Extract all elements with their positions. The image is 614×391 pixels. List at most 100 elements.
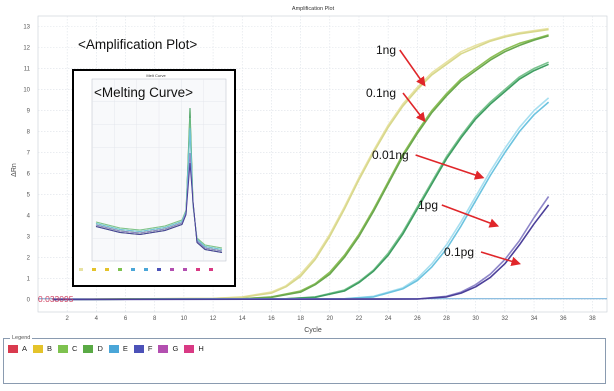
x-tick-label: 28	[443, 316, 450, 322]
annotation-arrow	[399, 49, 426, 87]
x-tick-label: 36	[560, 316, 567, 322]
legend-swatch	[133, 344, 144, 353]
concentration-annotations: 1ng 0.1ng 0.01ng 1pg 0.1pg	[366, 43, 521, 266]
legend-swatch	[8, 344, 18, 353]
inset-legend-swatch	[170, 268, 174, 271]
legend-swatch	[33, 344, 44, 353]
x-tick-label: 20	[326, 316, 333, 322]
annotation-label: 0.1ng	[366, 86, 396, 100]
legend-item-g[interactable]: G	[158, 344, 178, 353]
melt-curve-inset: Melt Curve <Melting Curve>	[72, 69, 236, 287]
legend-item-label: D	[97, 344, 103, 353]
melting-curve-annotation: <Melting Curve>	[94, 85, 193, 100]
legend-panel: Legend A B C D E F G H	[3, 334, 606, 384]
annotation-arrow	[441, 204, 500, 228]
series-lines	[52, 27, 550, 301]
x-tick-label: 8	[153, 316, 157, 322]
x-tick-label: 2	[66, 316, 70, 322]
annotation-arrow	[480, 251, 521, 266]
x-tick-label: 26	[414, 316, 421, 322]
x-tick-label: 30	[472, 316, 479, 322]
x-tick-label: 32	[502, 316, 509, 322]
y-tick-label: 13	[23, 24, 30, 30]
series-line-0[interactable]	[52, 27, 549, 301]
y-tick-label: 1	[27, 276, 31, 282]
inset-legend-swatch	[105, 268, 109, 271]
x-tick-label: 10	[181, 316, 188, 322]
y-tick-label: 6	[27, 171, 31, 177]
chart-title: Amplification Plot	[292, 6, 335, 12]
legend-item-f[interactable]: F	[133, 344, 152, 353]
inset-legend-swatch	[144, 268, 148, 271]
inset-melt-curves	[95, 107, 223, 253]
series-line-3[interactable]	[52, 35, 549, 301]
series-line-7[interactable]	[52, 101, 550, 301]
annotation-label: 0.01ng	[372, 148, 409, 162]
inset-legend-swatch	[118, 268, 122, 271]
annotation-arrow	[402, 92, 426, 123]
threshold-value: 0.033095	[38, 294, 74, 304]
x-tick-label: 12	[210, 316, 217, 322]
inset-legend-swatch	[92, 268, 96, 271]
x-tick-label: 4	[95, 316, 99, 322]
legend-swatch	[184, 344, 195, 353]
inset-legend-swatch	[157, 268, 161, 271]
inset-title: Melt Curve	[146, 73, 166, 78]
series-line-2[interactable]	[52, 34, 549, 301]
legend-item-label: H	[198, 344, 204, 353]
series-line-5[interactable]	[52, 63, 549, 301]
legend-swatch	[58, 344, 69, 353]
y-tick-label: 7	[27, 150, 31, 156]
x-tick-label: 24	[385, 316, 392, 322]
y-tick-label: 3	[27, 234, 31, 240]
x-tick-label: 14	[239, 316, 246, 322]
legend-item-label: C	[72, 344, 78, 353]
legend-item-e[interactable]: E	[108, 344, 128, 353]
legend-items: A B C D E F G H	[8, 344, 210, 353]
x-tick-labels: 2 4 6 8 10 12 14 16 18 20 22 24 26 28 30 32 34 36 38	[66, 316, 597, 322]
legend-item-h[interactable]: H	[184, 344, 204, 353]
annotation-label: 0.1pg	[444, 245, 474, 259]
y-tick-label: 10	[23, 87, 30, 93]
inset-grid	[92, 79, 226, 261]
y-tick-label: 9	[27, 108, 31, 114]
y-tick-label: 4	[27, 213, 31, 219]
legend-item-a[interactable]: A	[8, 344, 27, 353]
legend-swatch	[83, 344, 94, 353]
legend-label: Legend	[10, 334, 33, 342]
legend-item-label: A	[22, 344, 28, 353]
legend-item-d[interactable]: D	[83, 344, 103, 353]
x-tick-label: 6	[124, 316, 128, 322]
annotation-arrow	[415, 154, 485, 180]
x-tick-label: 38	[589, 316, 596, 322]
series-line-1[interactable]	[52, 28, 549, 301]
y-tick-label: 12	[23, 45, 30, 51]
annotation-label: 1ng	[376, 43, 396, 57]
series-line-4[interactable]	[52, 61, 549, 301]
amplification-plot: Amplification Plot 2 4 6 8 10 12 14 16 18 20 22 24 2…	[11, 6, 608, 334]
inset-melt-curve	[95, 162, 223, 253]
inset-legend-swatch	[209, 268, 213, 271]
inset-legend-swatch	[183, 268, 187, 271]
y-tick-label: 8	[27, 129, 31, 135]
legend-swatch	[108, 344, 119, 353]
x-axis-label: Cycle	[304, 327, 322, 334]
annotation-label: 1pg	[418, 198, 438, 212]
inset-legend-swatches	[79, 268, 213, 271]
y-tick-label: 0	[27, 297, 31, 303]
legend-item-label: E	[122, 344, 128, 353]
x-tick-label: 34	[531, 316, 538, 322]
y-tick-label: 2	[27, 255, 31, 261]
legend-item-label: G	[172, 344, 179, 353]
inset-legend-swatch	[131, 268, 135, 271]
x-tick-label: 18	[297, 316, 304, 322]
legend-item-b[interactable]: B	[33, 344, 52, 353]
x-tick-label: 22	[356, 316, 363, 322]
legend-item-label: B	[47, 344, 53, 353]
legend-item-c[interactable]: C	[58, 344, 77, 353]
inset-legend-swatch	[79, 268, 83, 271]
legend-swatch	[158, 344, 169, 353]
amplification-plot-annotation: <Amplification Plot>	[78, 37, 197, 52]
series-line-9[interactable]	[52, 204, 550, 301]
